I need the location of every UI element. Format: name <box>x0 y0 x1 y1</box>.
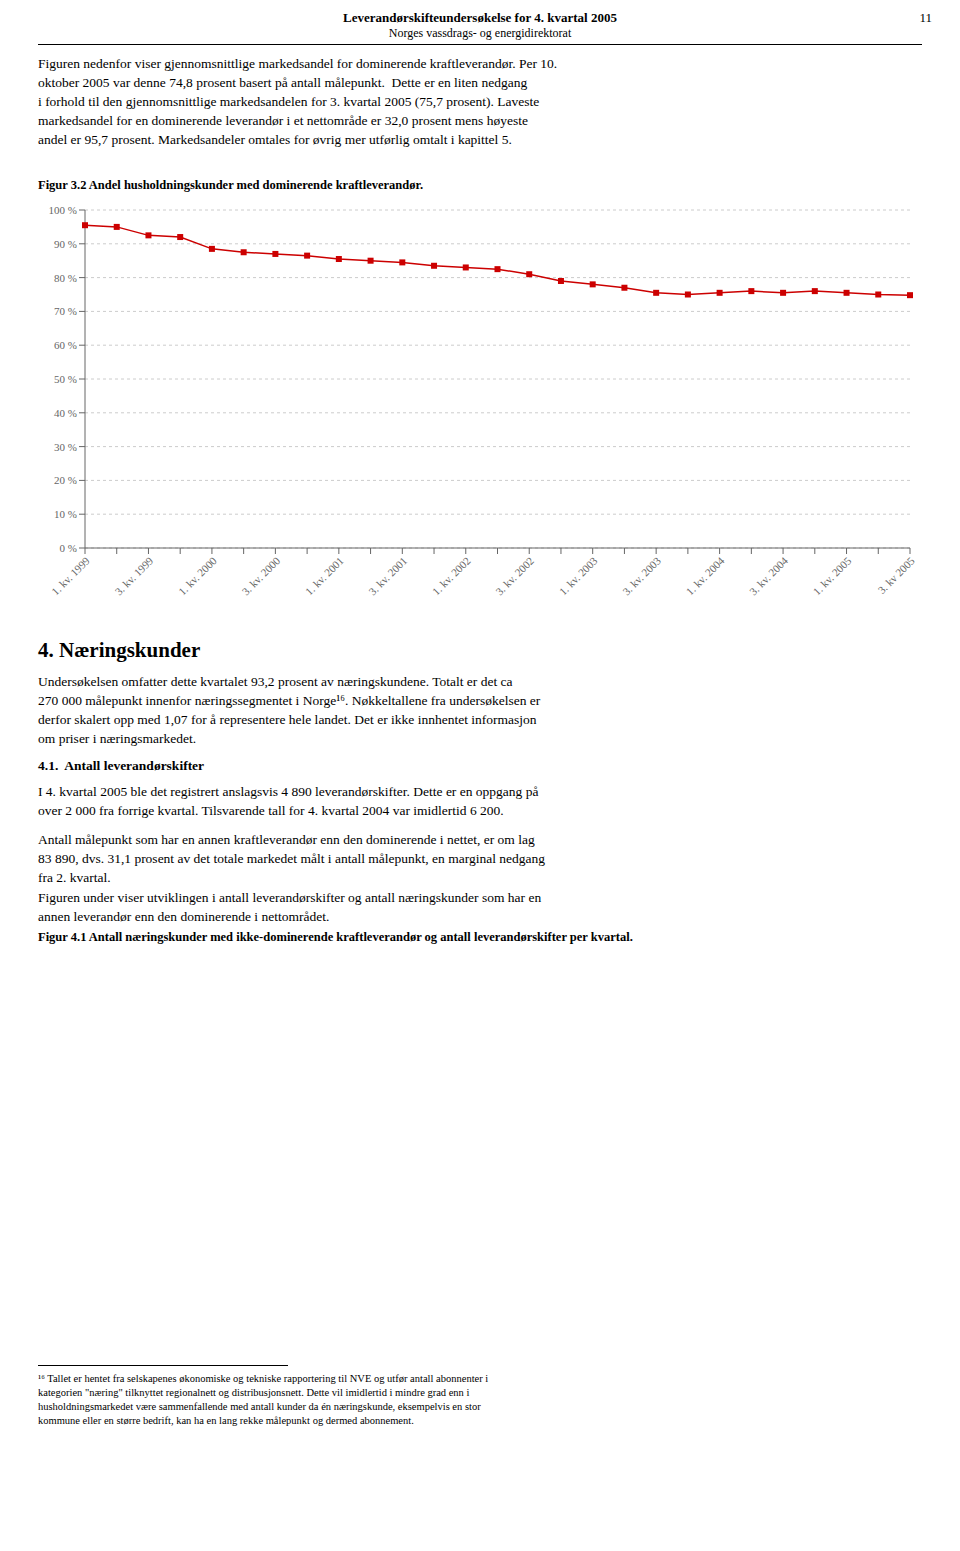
svg-text:1. kv. 1999: 1. kv. 1999 <box>49 554 92 597</box>
html-text:Figur 4.1 Antall næringskunder: Figur 4.1 Antall næringskunder med ikke-… <box>38 930 633 944</box>
html-text:Antall målepunkt som har en an: Antall målepunkt som har en annen kraftl… <box>38 832 535 847</box>
html-text:kommune eller en større bedrif: kommune eller en større bedrift, kan ha … <box>38 1415 414 1426</box>
svg-text:40 %: 40 % <box>54 407 77 419</box>
svg-text:3. kv. 2004: 3. kv. 2004 <box>747 554 790 597</box>
svg-text:90 %: 90 % <box>54 238 77 250</box>
html-text:fra 2. kvartal.: fra 2. kvartal. <box>38 870 111 885</box>
html-text:husholdningsmarkedet være samm: husholdningsmarkedet være sammenfallende… <box>38 1401 481 1412</box>
html-text:I 4. kvartal 2005 ble det regi: I 4. kvartal 2005 ble det registrert ans… <box>38 784 539 799</box>
html-text:i forhold til den gjennomsnitt: i forhold til den gjennomsnittlige marke… <box>38 94 540 109</box>
svg-text:3. kv 2005: 3. kv 2005 <box>875 554 917 596</box>
html-text:derfor skalert opp med 1,07 fo: derfor skalert opp med 1,07 for å repres… <box>38 712 537 727</box>
svg-text:3. kv. 1999: 3. kv. 1999 <box>112 554 155 597</box>
html-text:markedsandel for en dominerend: markedsandel for en dominerende leverand… <box>38 113 528 128</box>
html-text:11: 11 <box>919 10 932 25</box>
svg-text:3. kv. 2001: 3. kv. 2001 <box>366 554 409 597</box>
svg-text:3. kv. 2002: 3. kv. 2002 <box>493 554 536 597</box>
svg-text:70 %: 70 % <box>54 305 77 317</box>
html-text:Figur 3.2 Andel husholdningsku: Figur 3.2 Andel husholdningskunder med d… <box>38 178 423 192</box>
svg-text:1. kv. 2001: 1. kv. 2001 <box>303 554 346 597</box>
html-text:¹⁶ Tallet er hentet fra selska: ¹⁶ Tallet er hentet fra selskapenes økon… <box>38 1373 489 1384</box>
html-text:annen leverandør enn den domin: annen leverandør enn den dominerende i n… <box>38 909 330 924</box>
html-text:kategorien "næring" tilknyttet: kategorien "næring" tilknyttet regionaln… <box>38 1387 470 1398</box>
html-text:oktober 2005 var denne 74,8 pr: oktober 2005 var denne 74,8 prosent base… <box>38 75 528 90</box>
svg-text:3. kv. 2003: 3. kv. 2003 <box>620 554 663 597</box>
html-text:83 890, dvs. 31,1 prosent av d: 83 890, dvs. 31,1 prosent av det totale … <box>38 851 545 866</box>
svg-text:60 %: 60 % <box>54 339 77 351</box>
html-text:Leverandørskifteundersøkelse f: Leverandørskifteundersøkelse for 4. kvar… <box>343 10 617 25</box>
html-text:Norges vassdrags- og energidir: Norges vassdrags- og energidirektorat <box>388 26 572 40</box>
html-text:andel er 95,7 prosent. Markeds: andel er 95,7 prosent. Markedsandeler om… <box>38 132 512 147</box>
html-text:4. Næringskunder: 4. Næringskunder <box>38 638 201 662</box>
html-text:270 000 målepunkt innenfor nær: 270 000 målepunkt innenfor næringssegmen… <box>38 693 541 708</box>
html-text:Figuren nedenfor viser gjennom: Figuren nedenfor viser gjennomsnittlige … <box>38 56 558 71</box>
svg-text:1. kv. 2004: 1. kv. 2004 <box>684 554 727 597</box>
html-text:Undersøkelsen omfatter dette k: Undersøkelsen omfatter dette kvartalet 9… <box>38 674 513 689</box>
svg-text:1. kv. 2003: 1. kv. 2003 <box>557 554 600 597</box>
svg-text:20 %: 20 % <box>54 474 77 486</box>
svg-text:1. kv. 2000: 1. kv. 2000 <box>176 554 219 597</box>
html-text:4.1. Antall leverandørskifter: 4.1. Antall leverandørskifter <box>38 758 205 773</box>
html-text:Figuren under viser utviklinge: Figuren under viser utviklingen i antall… <box>38 890 542 905</box>
svg-text:80 %: 80 % <box>54 272 77 284</box>
svg-text:100 %: 100 % <box>49 204 77 216</box>
svg-text:10 %: 10 % <box>54 508 77 520</box>
svg-text:30 %: 30 % <box>54 441 77 453</box>
svg-text:1. kv. 2005: 1. kv. 2005 <box>810 554 853 597</box>
svg-text:50 %: 50 % <box>54 373 77 385</box>
svg-text:3. kv. 2000: 3. kv. 2000 <box>239 554 282 597</box>
html-text:over 2 000 fra forrige kvartal: over 2 000 fra forrige kvartal. Tilsvare… <box>38 803 504 818</box>
svg-text:0 %: 0 % <box>60 542 77 554</box>
html-text:om priser i næringsmarkedet.: om priser i næringsmarkedet. <box>38 731 197 746</box>
svg-text:1. kv. 2002: 1. kv. 2002 <box>430 554 473 597</box>
